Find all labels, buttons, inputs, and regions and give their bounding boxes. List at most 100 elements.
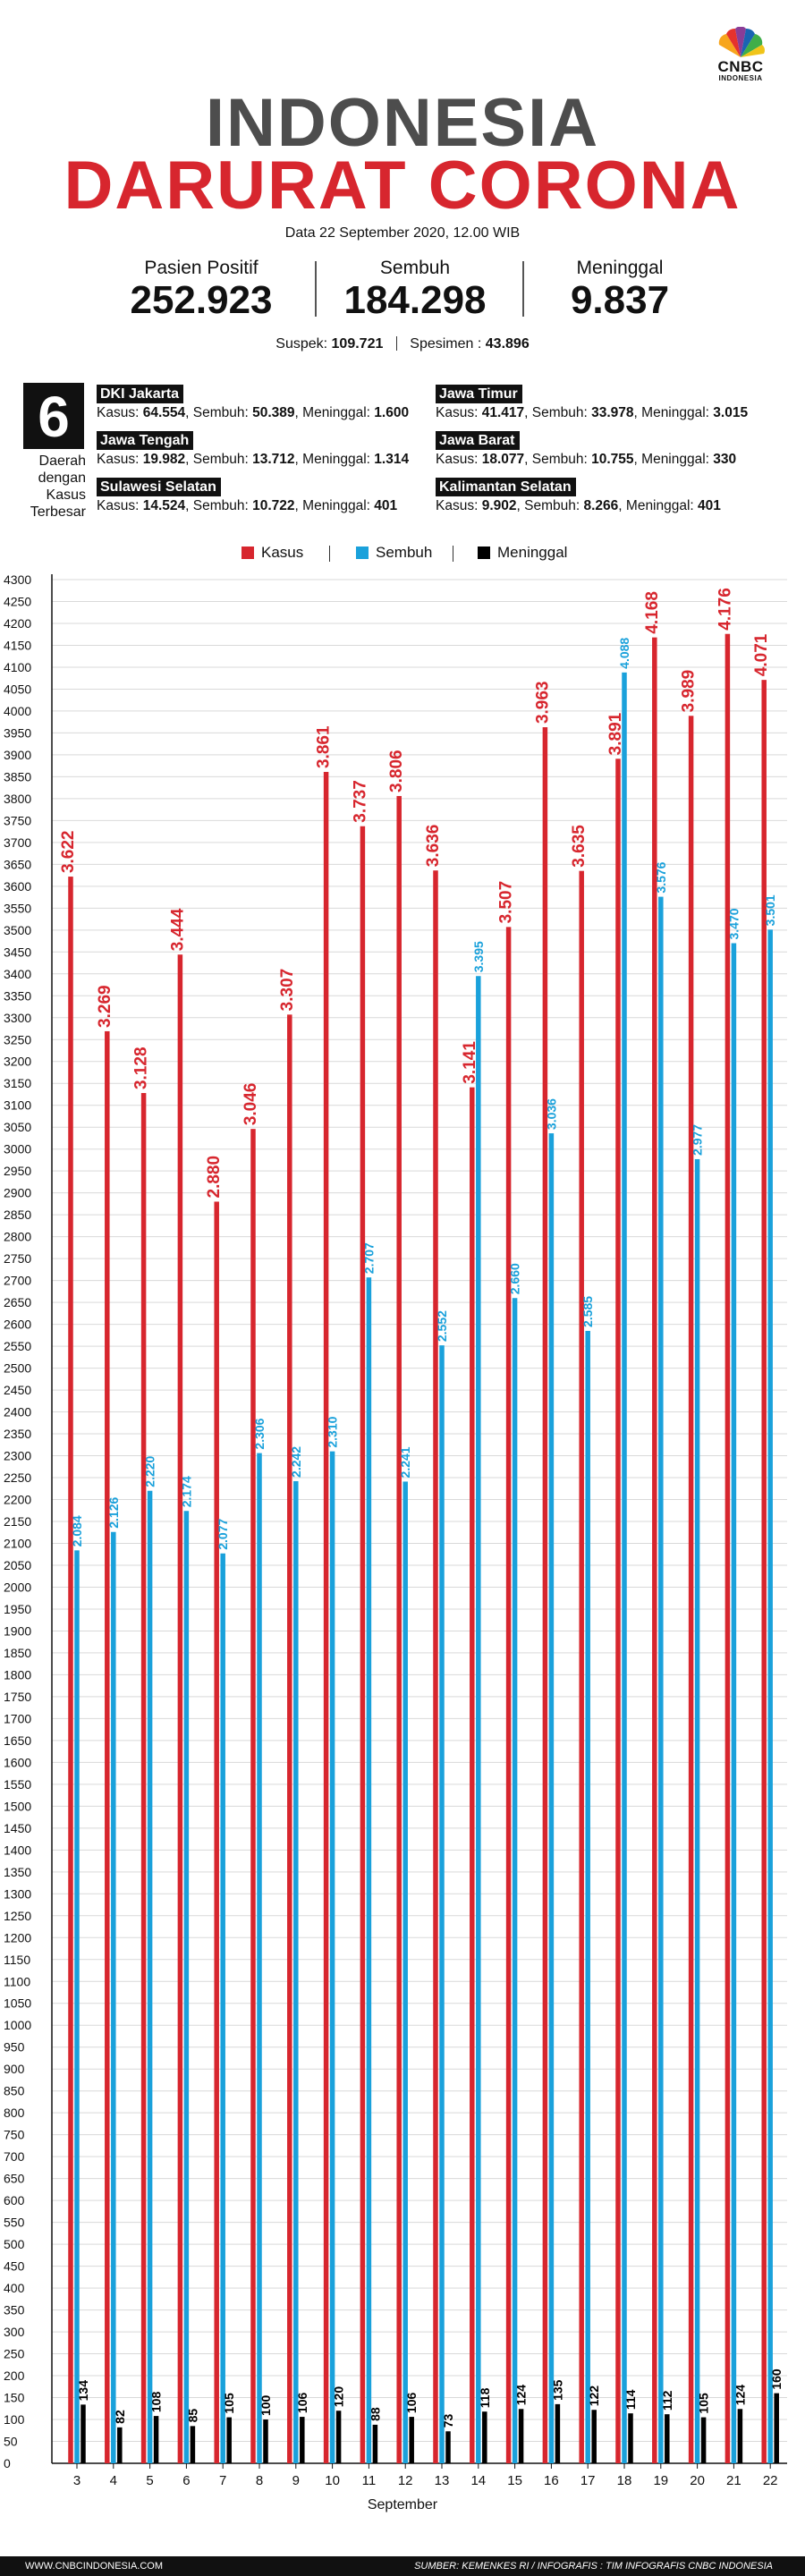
- data-label-kasus: 3.861: [315, 725, 334, 768]
- y-tick-label: 1050: [4, 1996, 31, 2011]
- y-tick-label: 2600: [4, 1318, 31, 1332]
- y-tick-label: 3100: [4, 1098, 31, 1113]
- x-tick-label: 17: [580, 2473, 596, 2487]
- meninggal-value: 401: [698, 498, 721, 513]
- y-tick-label: 3700: [4, 835, 31, 850]
- y-tick-label: 3000: [4, 1142, 31, 1157]
- region-name: Jawa Tengah: [97, 431, 194, 450]
- data-label-kasus: 3.963: [533, 682, 552, 724]
- data-label-sembuh: 2.126: [106, 1497, 121, 1529]
- region-jawa-tengah: Jawa Tengah Kasus: 19.982, Sembuh: 13.71…: [97, 431, 409, 469]
- meninggal-value: 330: [713, 452, 737, 467]
- y-tick-label: 2850: [4, 1208, 31, 1222]
- data-label-kasus: 3.507: [497, 881, 516, 924]
- y-tick-label: 1550: [4, 1777, 31, 1792]
- data-label-sembuh: 4.088: [617, 638, 631, 669]
- y-tick-label: 2200: [4, 1493, 31, 1507]
- stat-value: 252.923: [130, 278, 273, 322]
- region-name: DKI Jakarta: [97, 385, 184, 403]
- bar-meninggal: [628, 2413, 633, 2463]
- meninggal-value: 3.015: [713, 405, 749, 420]
- meninggal-label: Meninggal:: [641, 452, 709, 467]
- kasus-label: Kasus:: [97, 498, 140, 513]
- data-label-meninggal: 135: [550, 2379, 564, 2401]
- x-tick-label: 7: [219, 2473, 226, 2487]
- data-label-sembuh: 2.174: [179, 1476, 193, 1507]
- region-jawa-barat: Jawa Barat Kasus: 18.077, Sembuh: 10.755…: [436, 431, 736, 469]
- data-label-kasus: 3.307: [278, 969, 297, 1012]
- y-tick-label: 50: [4, 2435, 18, 2449]
- stat-value: 9.837: [570, 278, 670, 322]
- legend-swatch: [356, 547, 369, 559]
- sembuh-label: Sembuh:: [192, 405, 249, 420]
- y-tick-label: 2550: [4, 1339, 31, 1353]
- data-label-sembuh: 3.395: [471, 941, 486, 972]
- data-label-kasus: 4.071: [752, 633, 771, 676]
- sembuh-value: 33.978: [591, 405, 634, 420]
- data-label-meninggal: 85: [185, 2409, 199, 2423]
- y-tick-label: 3050: [4, 1120, 31, 1134]
- region-jawa-timur: Jawa Timur Kasus: 41.417, Sembuh: 33.978…: [436, 385, 748, 422]
- data-label-meninggal: 122: [587, 2385, 601, 2407]
- legend-label: Sembuh: [376, 544, 433, 561]
- kasus-label: Kasus:: [97, 405, 140, 420]
- y-tick-label: 3900: [4, 748, 31, 762]
- bar-sembuh: [731, 943, 737, 2463]
- data-label-sembuh: 2.585: [580, 1296, 595, 1327]
- bar-kasus: [177, 954, 183, 2463]
- bar-sembuh: [694, 1158, 700, 2463]
- data-label-meninggal: 106: [295, 2393, 309, 2414]
- y-tick-label: 2950: [4, 1164, 31, 1178]
- sembuh-label: Sembuh:: [192, 498, 249, 513]
- region-sulawesi-selatan: Sulawesi Selatan Kasus: 14.524, Sembuh: …: [97, 478, 397, 515]
- kasus-label: Kasus:: [436, 405, 479, 420]
- x-tick-label: 15: [507, 2473, 522, 2487]
- bar-kasus: [396, 795, 402, 2464]
- bar-sembuh: [147, 1490, 153, 2463]
- stat-value: 184.298: [343, 278, 487, 322]
- y-tick-label: 350: [4, 2303, 25, 2318]
- y-tick-label: 0: [4, 2456, 11, 2470]
- data-label-meninggal: 73: [441, 2413, 455, 2428]
- caption-line: Kasus: [46, 487, 86, 503]
- y-tick-label: 4100: [4, 660, 31, 674]
- y-tick-label: 3500: [4, 923, 31, 937]
- data-label-sembuh: 2.077: [216, 1519, 230, 1550]
- bar-sembuh: [439, 1345, 445, 2463]
- y-tick-label: 850: [4, 2084, 25, 2098]
- meninggal-label: Meninggal:: [302, 405, 370, 420]
- x-tick-label: 6: [182, 2473, 190, 2487]
- x-tick-label: 9: [292, 2473, 300, 2487]
- sub-divider: [395, 336, 397, 351]
- meninggal-value: 401: [374, 498, 398, 513]
- stat-label: Sembuh: [379, 258, 451, 278]
- brand-name: CNBC: [717, 58, 764, 75]
- y-tick-label: 900: [4, 2062, 25, 2076]
- kasus-label: Kasus:: [436, 452, 479, 467]
- data-label-sembuh: 3.501: [763, 894, 777, 926]
- data-label-meninggal: 105: [222, 2393, 236, 2414]
- data-label-meninggal: 100: [258, 2394, 273, 2416]
- y-tick-label: 750: [4, 2128, 25, 2142]
- bar-meninggal: [372, 2424, 378, 2463]
- sembuh-label: Sembuh:: [192, 452, 249, 467]
- sembuh-value: 13.712: [252, 452, 295, 467]
- y-tick-label: 1600: [4, 1755, 31, 1769]
- bar-meninggal: [555, 2403, 561, 2463]
- data-label-meninggal: 134: [76, 2380, 90, 2402]
- data-label-meninggal: 82: [113, 2410, 127, 2424]
- y-tick-label: 400: [4, 2281, 25, 2295]
- bar-meninggal: [737, 2409, 743, 2463]
- kasus-value: 41.417: [481, 405, 525, 420]
- y-tick-label: 1650: [4, 1733, 31, 1748]
- y-tick-label: 3950: [4, 725, 31, 740]
- x-tick-label: 12: [398, 2473, 413, 2487]
- bar-kasus: [433, 870, 438, 2463]
- x-tick-label: 21: [726, 2473, 741, 2487]
- y-tick-label: 2100: [4, 1536, 31, 1550]
- bar-meninggal: [190, 2426, 196, 2463]
- data-label-kasus: 3.269: [96, 985, 114, 1028]
- data-label-kasus: 3.737: [351, 780, 369, 823]
- bar-kasus: [542, 727, 548, 2463]
- y-tick-label: 150: [4, 2391, 25, 2405]
